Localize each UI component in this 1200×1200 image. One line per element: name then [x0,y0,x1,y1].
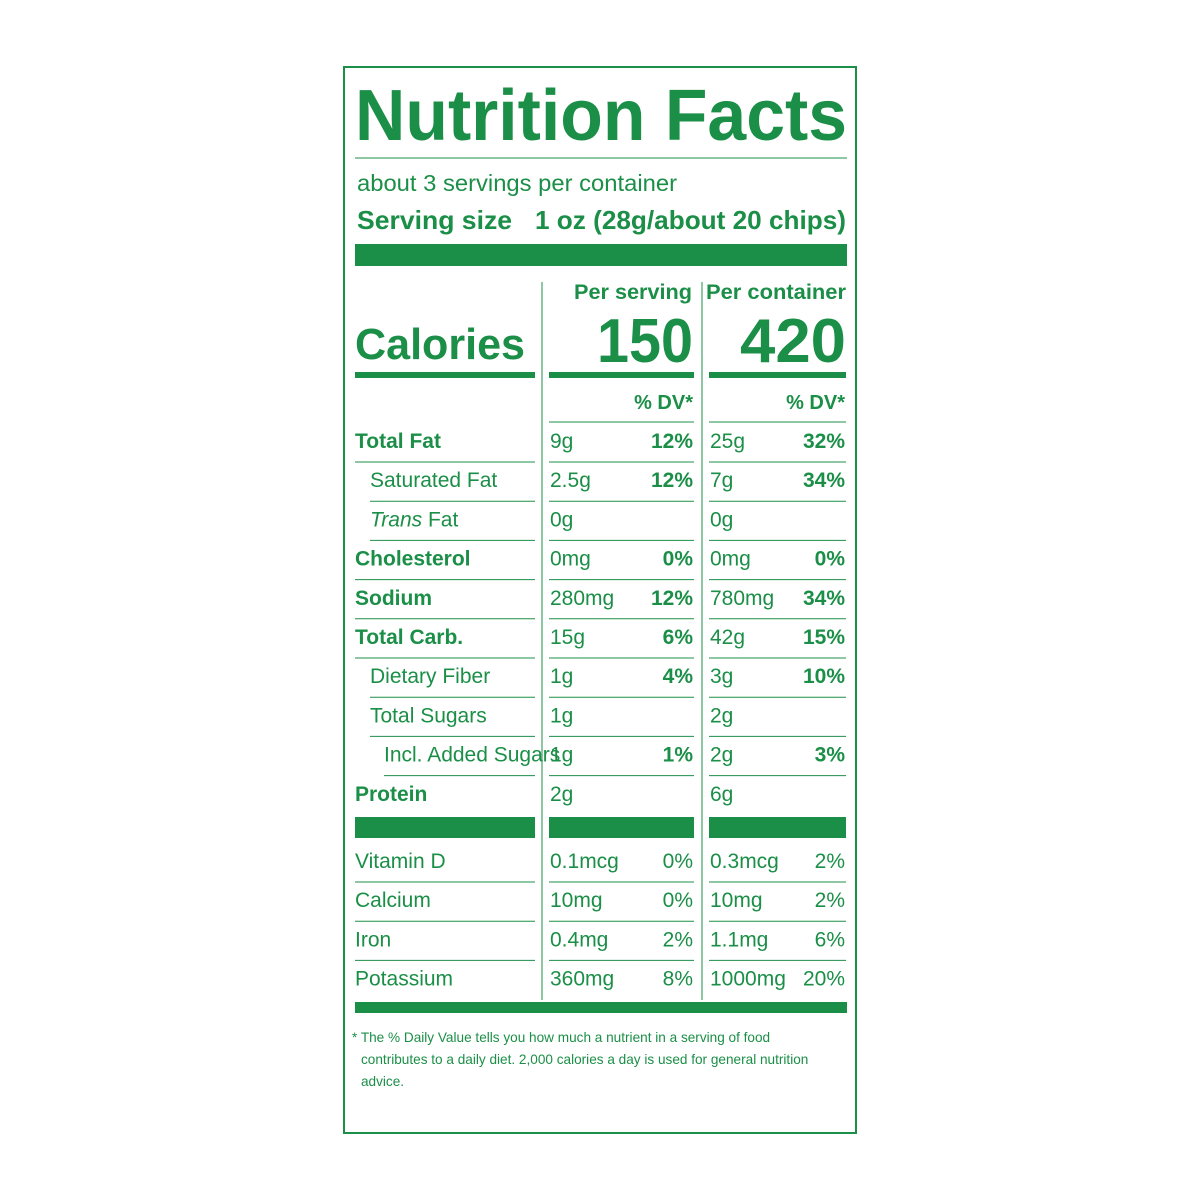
bar [549,372,694,378]
daily-value: 6% [815,928,845,951]
footnote-box: * The % Daily Value tells you how much a… [352,1030,809,1089]
amount: 3g [710,665,733,688]
bar [355,1002,847,1013]
amount: 2g [550,783,573,806]
amount: 7g [710,469,733,492]
nutrient-name: Total Fat [355,430,441,453]
amount: 0g [550,508,573,531]
amount: 1000mg [710,968,786,991]
footnote: * The % Daily Value tells you how much a… [352,1030,809,1089]
daily-value: 2% [815,889,845,912]
column-header: Per serving [574,281,692,304]
daily-value: 0% [663,548,694,571]
daily-value: 4% [663,665,694,688]
bar [355,817,535,838]
bar [355,372,535,378]
daily-value: 15% [803,626,845,649]
nutrient-name: Trans Fat [370,508,458,531]
amount: 0mg [710,548,751,571]
daily-value: 10% [803,665,845,688]
amount: 6g [710,783,733,806]
amount: 10mg [550,889,603,912]
amount: 360mg [550,968,614,991]
amount: 42g [710,626,745,649]
amount: 2g [710,744,733,767]
daily-value: 12% [651,587,693,610]
nutrient-name: Sodium [355,587,432,610]
amount: 780mg [710,587,774,610]
amount: 15g [550,626,585,649]
bar [709,817,846,838]
nutrient-name: Vitamin D [355,850,446,873]
amount: 0.1mcg [550,850,619,873]
amount: 1g [550,665,573,688]
nutrient-name: Total Carb. [355,626,463,649]
amount: 2.5g [550,469,591,492]
nutrient-name: Cholesterol [355,548,471,571]
amount: 0g [710,508,733,531]
amount: 10mg [710,889,763,912]
nutrient-name: Total Sugars [370,704,487,727]
nutrient-name: Iron [355,928,391,951]
amount: 25g [710,430,745,453]
daily-value: 32% [803,430,845,453]
nutrient-name-rest: Fat [428,508,459,531]
bar [709,372,846,378]
bar [549,817,694,838]
nutrient-rows: Total Fat 9g 12% 25g 32% Saturated Fat 2.5g 12%… [355,421,846,991]
amount: 9g [550,430,573,453]
amount: 1g [550,744,573,767]
daily-value: 2% [663,928,693,951]
daily-value: 3% [815,744,846,767]
label-border [343,66,857,1134]
serving-size-label: Serving size [357,205,512,235]
title: Nutrition Facts [355,76,847,156]
amount: 2g [710,704,733,727]
servings: about 3 servings per container [357,170,677,196]
nutrient-name: Incl. Added Sugars [384,744,560,767]
daily-value: 12% [651,430,693,453]
nutrient-name: Saturated Fat [370,469,497,492]
daily-value: 1% [663,744,694,767]
daily-value: 34% [803,587,845,610]
dv-header: % DV* [634,392,693,414]
nutrient-name-italic: Trans [370,508,423,531]
serving-size: 1 oz (28g/about 20 chips) [535,205,846,235]
dv-header: % DV* [786,392,845,414]
nutrient-name: Dietary Fiber [370,665,490,688]
amount: 1g [550,704,573,727]
calories-value: 150 [597,307,693,376]
nutrient-name: Potassium [355,968,453,991]
daily-value: 8% [663,968,693,991]
daily-value: 2% [815,850,845,873]
amount: 0.3mcg [710,850,779,873]
daily-value: 0% [815,548,846,571]
daily-value: 12% [651,469,693,492]
calories-value: 420 [740,307,846,376]
daily-value: 0% [663,889,693,912]
daily-value: 20% [803,968,845,991]
amount: 0.4mg [550,928,608,951]
daily-value: 6% [663,626,694,649]
daily-value: 0% [663,850,693,873]
column-header: Per container [706,281,846,304]
amount: 280mg [550,587,614,610]
nutrient-name: Calcium [355,889,431,912]
calories-label: Calories [355,320,525,369]
amount: 0mg [550,548,591,571]
bar [355,244,847,266]
amount: 1.1mg [710,928,768,951]
nutrient-name: Protein [355,783,427,806]
daily-value: 34% [803,469,845,492]
